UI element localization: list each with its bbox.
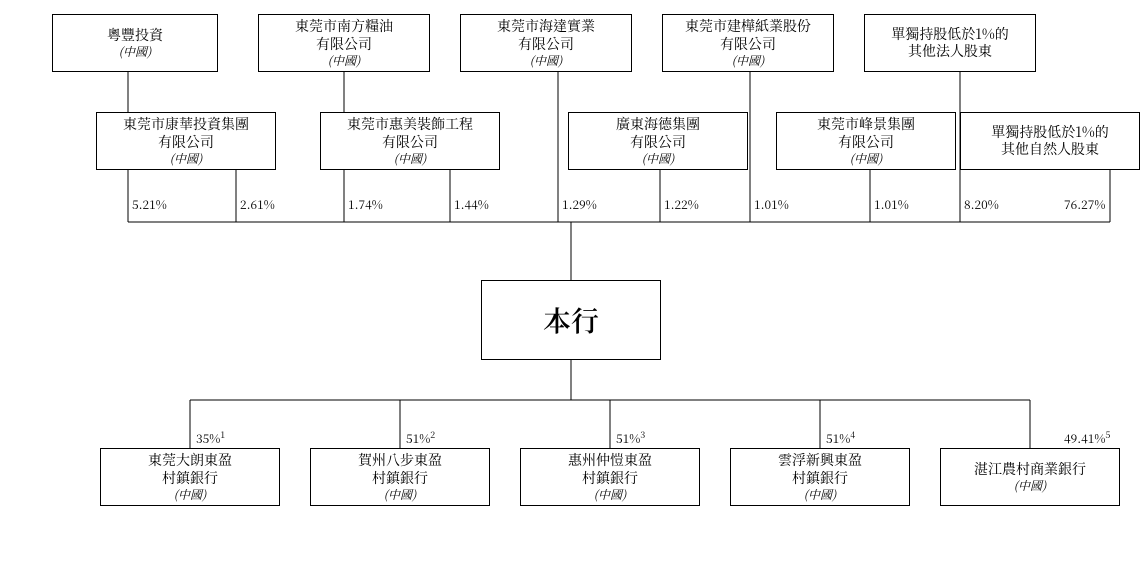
shareholder-percent-8: 8.20% xyxy=(964,196,999,213)
node-sub: (中國) xyxy=(1014,478,1047,493)
shareholder-row2-4: 單獨持股低於1%的其他自然人股東 xyxy=(960,112,1140,170)
subsidiary-2: 惠州仲愷東盈村鎮銀行(中國) xyxy=(520,448,700,506)
node-sub: (中國) xyxy=(174,487,207,502)
shareholder-row1-4: 單獨持股低於1%的其他法人股東 xyxy=(864,14,1036,72)
node-sub: (中國) xyxy=(642,151,675,166)
node-name: 粵豐投資 xyxy=(107,27,163,45)
subsidiary-1: 賀州八步東盈村鎮銀行(中國) xyxy=(310,448,490,506)
shareholder-percent-7: 1.01% xyxy=(874,196,909,213)
node-sub: (中國) xyxy=(328,53,361,68)
subsidiary-percent-3: 51%4 xyxy=(826,428,855,447)
org-chart: { "type": "tree", "background_color": "#… xyxy=(0,0,1142,563)
subsidiary-percent-4: 49.41%5 xyxy=(1064,428,1110,447)
shareholder-percent-6: 1.01% xyxy=(754,196,789,213)
subsidiary-percent-0: 35%1 xyxy=(196,428,225,447)
node-name: 東莞市惠美裝飾工程有限公司 xyxy=(347,116,473,151)
node-sub: (中國) xyxy=(804,487,837,502)
node-name: 單獨持股低於1%的其他法人股東 xyxy=(891,26,1009,61)
node-name: 東莞市南方糧油有限公司 xyxy=(295,18,393,53)
shareholder-row2-0: 東莞市康華投資集團有限公司(中國) xyxy=(96,112,276,170)
node-sub: (中國) xyxy=(594,487,627,502)
node-name: 東莞大朗東盈村鎮銀行 xyxy=(148,452,232,487)
subsidiary-3: 雲浮新興東盈村鎮銀行(中國) xyxy=(730,448,910,506)
node-name: 賀州八步東盈村鎮銀行 xyxy=(358,452,442,487)
subsidiary-percent-1: 51%2 xyxy=(406,428,435,447)
subsidiary-4: 湛江農村商業銀行(中國) xyxy=(940,448,1120,506)
shareholder-row1-2: 東莞市海達實業有限公司(中國) xyxy=(460,14,632,72)
node-name: 東莞市康華投資集團有限公司 xyxy=(123,116,249,151)
node-name: 單獨持股低於1%的其他自然人股東 xyxy=(991,124,1109,159)
node-name: 東莞市海達實業有限公司 xyxy=(497,18,595,53)
node-sub: (中國) xyxy=(394,151,427,166)
center-name: 本行 xyxy=(543,303,599,338)
node-name: 廣東海德集團有限公司 xyxy=(616,116,700,151)
shareholder-percent-5: 1.22% xyxy=(664,196,699,213)
node-name: 東莞市建樺紙業股份有限公司 xyxy=(685,18,811,53)
node-sub: (中國) xyxy=(384,487,417,502)
node-sub: (中國) xyxy=(119,44,152,59)
shareholder-row2-1: 東莞市惠美裝飾工程有限公司(中國) xyxy=(320,112,500,170)
node-name: 惠州仲愷東盈村鎮銀行 xyxy=(568,452,652,487)
shareholder-percent-2: 1.74% xyxy=(348,196,383,213)
shareholder-row2-2: 廣東海德集團有限公司(中國) xyxy=(568,112,748,170)
shareholder-row1-1: 東莞市南方糧油有限公司(中國) xyxy=(258,14,430,72)
subsidiary-percent-2: 51%3 xyxy=(616,428,645,447)
node-sub: (中國) xyxy=(170,151,203,166)
shareholder-percent-0: 5.21% xyxy=(132,196,167,213)
shareholder-percent-4: 1.29% xyxy=(562,196,597,213)
node-name: 湛江農村商業銀行 xyxy=(974,461,1086,479)
node-name: 東莞市峰景集團有限公司 xyxy=(817,116,915,151)
shareholder-percent-3: 1.44% xyxy=(454,196,489,213)
shareholder-row2-3: 東莞市峰景集團有限公司(中國) xyxy=(776,112,956,170)
node-name: 雲浮新興東盈村鎮銀行 xyxy=(778,452,862,487)
node-sub: (中國) xyxy=(732,53,765,68)
center-node: 本行 xyxy=(481,280,661,360)
shareholder-percent-9: 76.27% xyxy=(1064,196,1105,213)
shareholder-row1-3: 東莞市建樺紙業股份有限公司(中國) xyxy=(662,14,834,72)
shareholder-row1-0: 粵豐投資(中國) xyxy=(52,14,218,72)
node-sub: (中國) xyxy=(850,151,883,166)
subsidiary-0: 東莞大朗東盈村鎮銀行(中國) xyxy=(100,448,280,506)
shareholder-percent-1: 2.61% xyxy=(240,196,275,213)
node-sub: (中國) xyxy=(530,53,563,68)
